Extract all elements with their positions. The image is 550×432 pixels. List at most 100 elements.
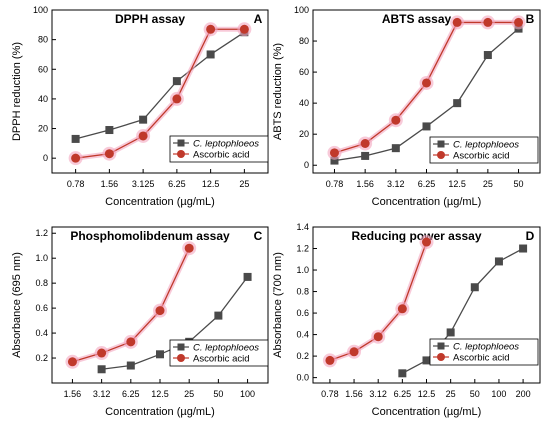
series-line-segment <box>487 28 519 56</box>
x-tick-label: 3.12 <box>369 389 387 399</box>
legend-box <box>169 339 269 367</box>
x-tick-label: 6.25 <box>418 179 436 189</box>
x-tick-label: 6.25 <box>122 389 140 399</box>
x-tick-label: 50 <box>470 389 480 399</box>
legend-label: C. leptophloeos <box>193 343 259 354</box>
y-tick-label: 0.4 <box>296 330 309 340</box>
series-1 <box>71 28 249 143</box>
data-point <box>373 332 383 342</box>
legend-box <box>429 136 539 164</box>
legend-marker <box>177 354 185 362</box>
x-tick-label: 25 <box>239 179 249 189</box>
x-tick-label: 200 <box>516 389 531 399</box>
data-point <box>397 304 407 314</box>
x-tick-label: 1.56 <box>101 179 119 189</box>
series-line-segment <box>176 28 212 100</box>
y-tick-label: 0.8 <box>35 278 48 288</box>
chart-panel-c: Phosphomolibdenum assay C 0.2 0.4 0.6 0.8 1.0 1… <box>11 226 269 418</box>
series-line-segment <box>426 102 458 127</box>
y-tick-label: 0.8 <box>296 287 309 297</box>
series-line-segment <box>456 54 489 104</box>
y-tick-label: 0.6 <box>296 308 309 318</box>
y-tick-label: 0 <box>304 160 309 170</box>
y-tick-label: 20 <box>38 124 48 134</box>
legend-label: Ascorbic acid <box>193 354 250 365</box>
x-tick-label: 0.78 <box>326 179 344 189</box>
series-line-segment <box>142 98 178 137</box>
y-tick-label: 100 <box>33 5 48 15</box>
x-tick-label: 12.5 <box>448 179 466 189</box>
y-axis-label: Absorbance (695 nm) <box>11 252 23 358</box>
legend-marker <box>437 151 445 159</box>
legend-label: Ascorbic acid <box>453 353 510 364</box>
data-point <box>329 148 339 158</box>
chart-title: ABTS assay <box>382 12 452 26</box>
data-point <box>422 356 431 365</box>
series-line-segment <box>498 247 524 263</box>
data-point <box>105 126 114 135</box>
x-tick-label: 1.56 <box>356 179 374 189</box>
data-point <box>126 337 136 347</box>
y-tick-label: 0 <box>43 153 48 163</box>
data-point <box>361 151 370 160</box>
data-point <box>172 94 182 104</box>
data-point <box>206 50 215 59</box>
data-point <box>214 311 223 320</box>
y-tick-label: 100 <box>294 5 309 15</box>
y-tick-label: 60 <box>38 64 48 74</box>
legend-label: Ascorbic acid <box>193 150 250 161</box>
panel-letter: B <box>526 12 535 26</box>
x-tick-label: 6.25 <box>168 179 186 189</box>
x-tick-label: 50 <box>213 389 223 399</box>
series-2 <box>65 241 197 369</box>
series-line-segment <box>159 247 190 311</box>
plot-frame <box>51 9 269 174</box>
legend-marker <box>177 139 185 147</box>
series-line-segment <box>188 315 219 343</box>
legend-marker <box>177 150 185 158</box>
x-axis-label: Concentration (µg/mL) <box>372 196 482 208</box>
series-line-segment <box>395 82 428 121</box>
series-line-segment <box>130 353 161 367</box>
data-point <box>330 156 339 165</box>
y-axis-label: Absorbance (700 nm) <box>272 252 284 358</box>
data-point <box>239 24 249 34</box>
y-axis-label: ABTS reduction (%) <box>272 43 284 140</box>
data-point <box>67 357 77 367</box>
data-point <box>155 306 165 316</box>
x-tick-label: 12.5 <box>151 389 169 399</box>
legend-marker <box>437 342 445 350</box>
series-line-segment <box>130 310 161 343</box>
data-point <box>452 17 462 27</box>
data-point <box>494 257 503 266</box>
panel-letter: A <box>254 12 263 26</box>
x-tick-label: 3.12 <box>93 389 111 399</box>
y-tick-label: 0.2 <box>296 351 309 361</box>
series-line-segment <box>395 125 427 149</box>
series-line-segment <box>425 22 458 84</box>
y-tick-label: 1.0 <box>296 265 309 275</box>
chart-panel-b: ABTS assay B 0 20 40 60 80 100 0.78 1.56 3.12 6.25 1… <box>272 5 541 208</box>
series-line-segment <box>101 364 131 370</box>
legend-label: C. leptophloeos <box>453 140 519 151</box>
y-tick-label: 80 <box>299 36 309 46</box>
series-2 <box>322 235 434 368</box>
y-tick-label: 1.0 <box>35 253 48 263</box>
data-point <box>97 348 107 358</box>
data-point <box>391 115 401 125</box>
data-point <box>360 139 370 149</box>
data-point <box>139 115 148 124</box>
x-tick-label: 12.5 <box>202 179 220 189</box>
series-line-segment <box>217 276 249 316</box>
data-point <box>453 99 462 108</box>
data-point <box>126 361 135 370</box>
data-point <box>519 244 528 253</box>
data-point <box>470 283 479 292</box>
legend-box <box>169 135 269 163</box>
